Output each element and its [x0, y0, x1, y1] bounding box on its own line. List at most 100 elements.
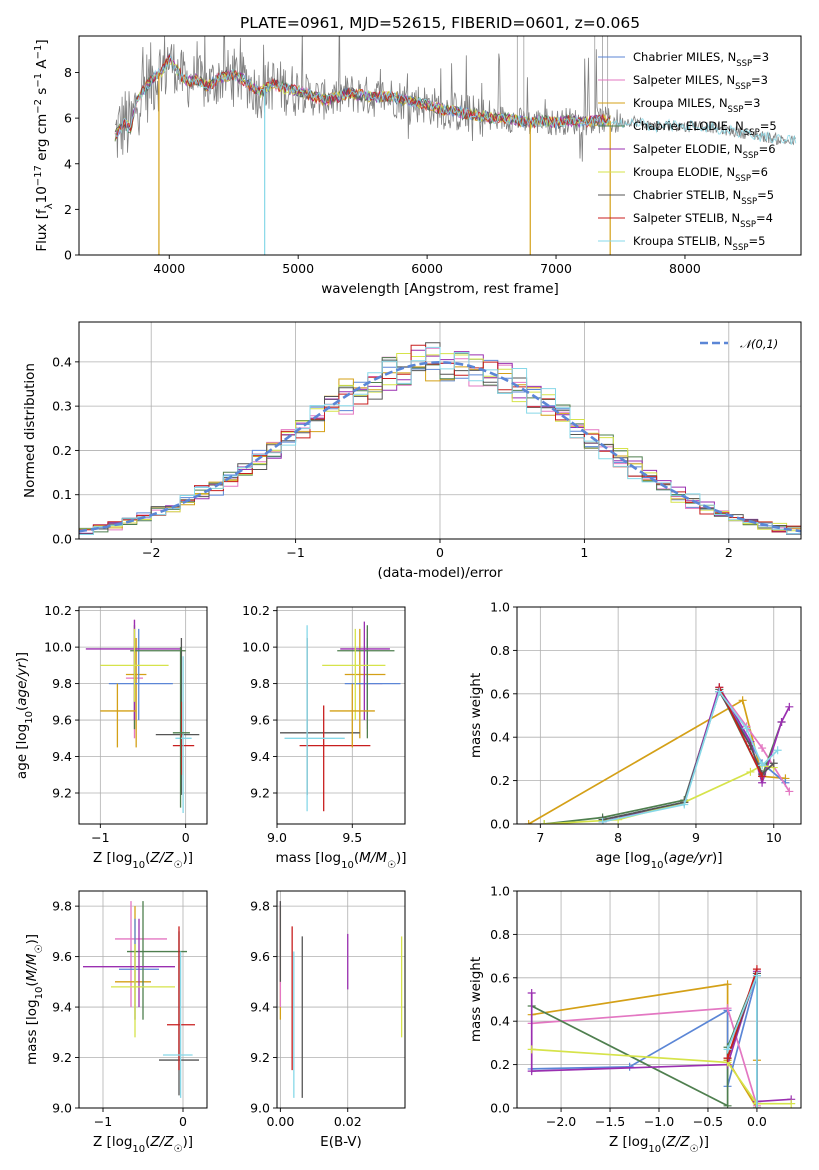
legend-text: =3 — [751, 73, 768, 87]
y-tick-label: 9.8 — [250, 676, 270, 691]
weight-marker — [723, 1045, 732, 1054]
x-axis-label-part: ( — [663, 850, 668, 866]
y-axis-label-part: ☉ — [34, 945, 45, 954]
legend-sub: SSP — [743, 151, 759, 161]
x-axis-label-part: ☉ — [689, 1144, 698, 1155]
weight-marker — [785, 787, 794, 796]
weight-series-2 — [531, 973, 758, 1107]
x-tick-label: −1 — [286, 545, 304, 560]
legend-sub: SSP — [735, 82, 751, 92]
x-axis-label-part: ☉ — [173, 1144, 182, 1155]
figure-title: PLATE=0961, MJD=52615, FIBERID=0601, z=0… — [240, 14, 640, 32]
plot-area-mass_weight_vs_age — [524, 683, 794, 824]
panel-spectrum: 4000 5000 6000 7000 8000 0 2 4 6 8 wavelength [Ang… — [33, 35, 802, 297]
legend-entry: Salpeter MILES, NSSP=3 — [633, 73, 768, 92]
weight-marker — [742, 724, 751, 733]
x-axis-label: wavelength [Angstrom, rest frame] — [321, 281, 559, 297]
weight-marker — [723, 1101, 732, 1108]
x-axis-label-part: Z [ — [609, 1134, 628, 1150]
y-tick-label: 4 — [64, 156, 72, 171]
x-axis-label-part: ( — [145, 850, 150, 866]
legend-entry: Kroupa MILES, NSSP=3 — [633, 96, 760, 115]
legend-text: Chabrier STELIB, N — [633, 188, 741, 202]
y-tick-label: 0.4 — [490, 1014, 510, 1029]
legend-sub: SSP — [735, 174, 751, 184]
x-axis-label: Z [log10(Z/Z☉)] — [609, 1134, 709, 1155]
y-axis-label-part: s — [34, 88, 50, 99]
plot-area-spectrum — [114, 36, 797, 255]
frame-mass_vs_Z — [78, 890, 208, 1109]
x-tick-label: 6000 — [411, 261, 443, 276]
x-tick-label: 8 — [614, 830, 622, 845]
x-axis-label-part: Z/Z — [149, 850, 174, 866]
y-axis-label-part: −1 — [33, 73, 44, 88]
x-tick-label: 4000 — [153, 261, 185, 276]
y-tick-label: 9.2 — [52, 1050, 72, 1065]
y-tick-label: 9.8 — [52, 676, 72, 691]
y-tick-label: 9.8 — [52, 899, 72, 914]
weight-marker — [777, 718, 786, 727]
y-axis-label-part: erg cm — [34, 114, 50, 165]
y-axis-label-part: mass weight — [468, 957, 484, 1042]
x-axis-label-part: log — [321, 850, 342, 866]
y-tick-label: 9.4 — [52, 1000, 72, 1015]
y-tick-label: 9.6 — [52, 713, 72, 728]
x-axis-label-part: ☉ — [173, 860, 182, 871]
weight-marker — [752, 971, 761, 980]
weight-marker — [787, 1099, 796, 1108]
y-tick-label: 0.6 — [490, 970, 510, 985]
panel-residuals: −2 −1 0 1 2 0.0 0.1 0.2 0.3 0.4 (data-model)/error… — [22, 321, 802, 581]
y-axis-label-part: −17 — [33, 165, 44, 186]
y-axis-label-part: mass weight — [468, 673, 484, 758]
y-tick-label: 0.8 — [490, 927, 510, 942]
weight-marker — [527, 1045, 536, 1054]
spectrum-model-line-6 — [114, 52, 611, 133]
x-axis-label-part: ( — [661, 1134, 666, 1150]
x-axis-label-part: age [ — [595, 850, 630, 866]
x-axis-label-part: log — [112, 850, 133, 866]
x-axis-label-part: )] — [698, 1134, 709, 1150]
x-tick-label: −2 — [142, 545, 160, 560]
x-axis-label: E(B-V) — [320, 1134, 362, 1150]
x-tick-label: 9.0 — [267, 830, 287, 845]
legend-text: =5 — [748, 234, 765, 248]
legend-text: =4 — [756, 211, 773, 225]
x-tick-label: −1 — [94, 1114, 112, 1129]
y-tick-label: 9.0 — [52, 1101, 72, 1116]
y-tick-label: 0.4 — [52, 354, 72, 369]
y-tick-label: 8 — [64, 65, 72, 80]
weight-marker — [773, 746, 782, 755]
x-axis-label-part: Z/Z — [665, 1134, 690, 1150]
y-tick-label: 1.0 — [490, 884, 510, 899]
y-axis-label-part: A — [34, 59, 50, 73]
grid-mass_weight_vs_Z — [517, 890, 801, 1109]
y-axis-label-part: )] — [24, 934, 40, 945]
weight-marker — [738, 696, 747, 705]
frame-mass_vs_EBV — [276, 890, 406, 1109]
x-tick-label: 7 — [536, 830, 544, 845]
legend-text: =3 — [752, 50, 769, 64]
x-tick-label: 9.5 — [342, 830, 362, 845]
y-axis-label: Normed distribution — [22, 363, 38, 498]
y-axis-label: mass weight — [468, 957, 484, 1042]
normal-curve — [79, 360, 801, 533]
x-tick-label: 10 — [766, 830, 782, 845]
y-axis-label-part: 10 — [24, 711, 35, 724]
x-axis-label-part: )] — [396, 850, 407, 866]
legend-sub: SSP — [736, 59, 752, 69]
legend-sub: SSP — [740, 220, 756, 230]
x-axis-label-part: M/M — [359, 850, 387, 866]
y-axis-label-part: log — [24, 999, 40, 1020]
legend-entry: 𝒩(0,1) — [740, 337, 778, 351]
y-tick-label: 9.4 — [250, 749, 270, 764]
weight-series-0 — [531, 983, 758, 1108]
frame-mass_weight_vs_age — [516, 606, 802, 825]
weight-series-3 — [531, 973, 758, 1108]
x-tick-label: 9 — [692, 830, 700, 845]
y-tick-label: 6 — [64, 111, 72, 126]
x-axis-label-part: Z [ — [93, 1134, 112, 1150]
weight-marker — [598, 817, 607, 824]
x-tick-label: 8000 — [669, 261, 701, 276]
y-tick-label: 0.2 — [490, 1057, 510, 1072]
